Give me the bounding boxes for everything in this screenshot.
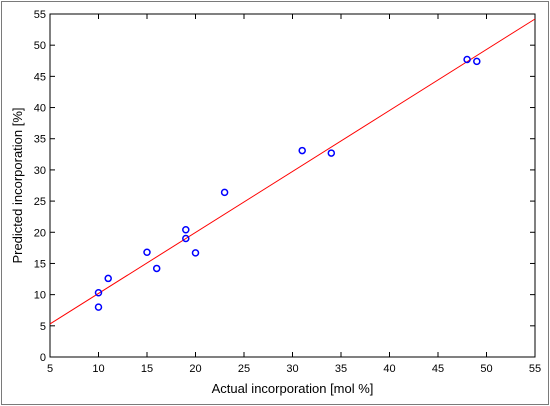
x-axis-title: Actual incorporation [mol %]	[212, 381, 374, 396]
data-point	[94, 289, 103, 297]
y-tick-label: 15	[34, 258, 46, 270]
y-tick-label: 50	[34, 40, 46, 52]
x-tick-label: 5	[47, 363, 53, 375]
x-tick-label: 45	[432, 363, 444, 375]
data-point	[327, 149, 336, 157]
data-point	[463, 55, 471, 64]
y-tick-label: 10	[34, 290, 46, 302]
data-point	[220, 188, 229, 197]
y-axis: 0 5 10 15 20 25 30 35 40 45 50 55	[34, 9, 535, 364]
data-point	[182, 234, 190, 243]
fit-line	[49, 18, 536, 325]
data-point	[143, 248, 151, 256]
y-tick-label: 35	[34, 134, 46, 146]
y-tick-label: 55	[34, 9, 46, 21]
data-point	[152, 264, 161, 273]
y-tick-label: 5	[40, 321, 46, 333]
y-tick-label: 40	[34, 103, 46, 115]
plot-area	[49, 13, 536, 358]
x-tick-label: 50	[480, 363, 492, 375]
fit-line-group	[49, 18, 536, 325]
y-axis-title: Predicted incorporation [%]	[10, 107, 25, 263]
x-tick-label: 20	[189, 363, 201, 375]
x-tick-label: 55	[529, 363, 541, 375]
data-points	[94, 55, 481, 311]
x-tick-label: 15	[141, 363, 153, 375]
y-tick-label: 20	[34, 227, 46, 239]
data-point	[191, 249, 200, 257]
x-tick-label: 25	[238, 363, 250, 375]
x-axis: 5 10 15 20 25 30 35 40 45 50 55	[47, 14, 541, 375]
data-point	[473, 57, 481, 66]
x-tick-label: 10	[92, 363, 104, 375]
data-point	[298, 146, 306, 155]
y-tick-label: 45	[34, 71, 46, 83]
x-tick-label: 40	[383, 363, 395, 375]
data-point	[182, 226, 190, 234]
y-tick-label: 30	[34, 165, 46, 177]
y-tick-label: 25	[34, 196, 46, 208]
x-tick-label: 30	[286, 363, 298, 375]
x-tick-label: 35	[335, 363, 347, 375]
data-point	[94, 303, 103, 311]
data-point	[104, 274, 112, 283]
y-tick-label: 0	[40, 352, 46, 364]
